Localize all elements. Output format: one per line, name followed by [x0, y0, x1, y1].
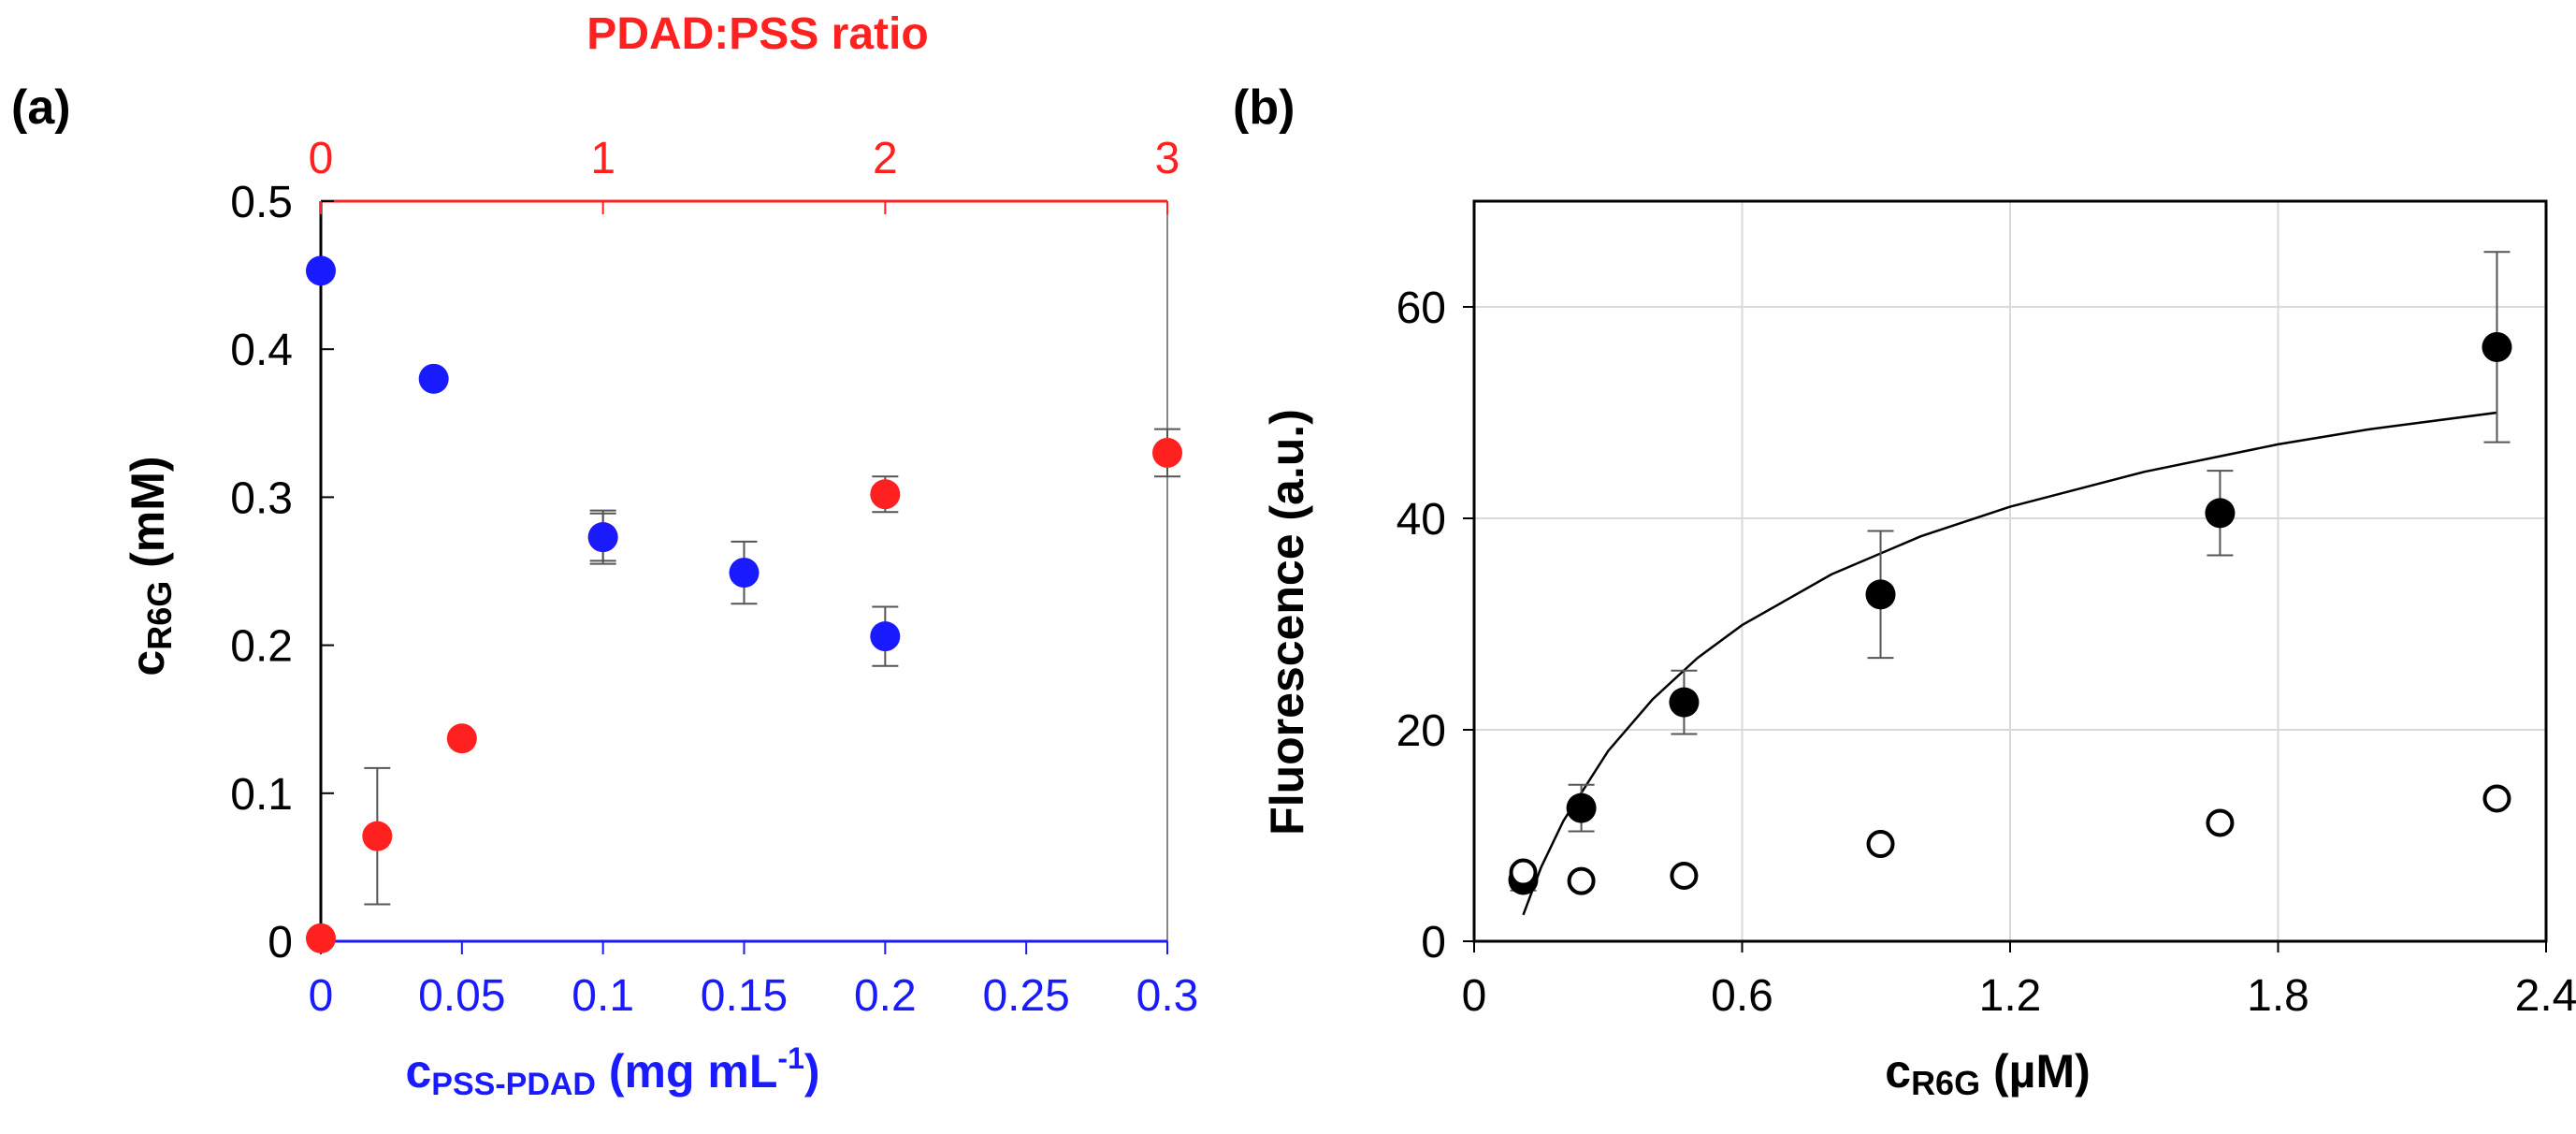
panel-a-bottom-tick-label: 0.15 — [701, 971, 788, 1021]
panel-a-top-tick-label: 3 — [1155, 134, 1180, 183]
panel-b-point-open — [1509, 858, 1538, 887]
panel-a-point-red — [870, 479, 901, 510]
panel-b-point-filled — [2205, 498, 2236, 529]
panel-a-point-red — [446, 723, 477, 754]
panel-b-point-open — [1866, 830, 1895, 859]
panel-b-y-tick-label: 20 — [1397, 706, 1446, 756]
panel-b-x-tick-label: 1.8 — [2247, 971, 2309, 1021]
panel-a-y-tick-label: 0.4 — [230, 326, 293, 375]
panel-b-x-tick-label: 2.4 — [2515, 971, 2576, 1021]
panel-a-point-blue — [587, 522, 618, 553]
panel-a-y-tick-label: 0.5 — [230, 178, 293, 227]
panel-a-bottom-tick-label: 0 — [309, 971, 334, 1021]
panel-a-top-axis-label: PDAD:PSS ratio — [586, 9, 928, 59]
panel-a-top-tick-label: 0 — [309, 134, 334, 183]
panel-a-top-tick-label: 2 — [873, 134, 898, 183]
panel-b-marks: 0 0.6 1.2 1.8 2.4 0 20 40 60 — [1397, 199, 2576, 1021]
panel-b-point-filled — [2482, 331, 2512, 362]
panel-b-point-filled — [1865, 579, 1896, 610]
panel-b-point-filled — [1669, 687, 1700, 718]
panel-a-marks: 0 0.1 0.2 0.3 0.4 0.5 0 0.05 0.1 0.15 0.2 0.25 0.3 0 1… — [230, 134, 1198, 1021]
panel-b-y-tick-label: 60 — [1397, 284, 1446, 333]
panel-a-point-red — [362, 821, 393, 851]
panel-a-point-red — [306, 923, 336, 953]
panel-b-y-tick-label: 0 — [1421, 918, 1446, 967]
panel-b-y-axis-label: Fluorescence (a.u.) — [1261, 409, 1313, 836]
panel-b-label: (b) — [1233, 80, 1295, 135]
panel-a-top-tick-label: 1 — [590, 134, 615, 183]
panel-b-x-tick-label: 0 — [1462, 971, 1487, 1021]
panel-b-x-axis-label: cR6G (µM) — [1885, 1045, 2091, 1102]
panel-a-y-tick-label: 0.2 — [230, 622, 293, 672]
panel-b-point-open — [1567, 866, 1596, 895]
panel-a-bottom-axis-label: cPSS-PDAD (mg mL-1) — [405, 1041, 819, 1102]
panel-b-y-tick-label: 40 — [1397, 495, 1446, 545]
panel-a-y-axis-label: cR6G (mM) — [122, 456, 179, 676]
panel-a-point-red — [1152, 437, 1182, 468]
panel-a-point-blue — [729, 558, 760, 589]
panel-b-chart: Fluorescence (a.u.) cR6G (µM) 0 0.6 1.2 1.8… — [1261, 199, 2576, 1102]
panel-a-y-tick-label: 0.3 — [230, 473, 293, 523]
panel-b-point-open — [2482, 784, 2511, 813]
panel-b-x-tick-label: 0.6 — [1711, 971, 1773, 1021]
panel-a-point-blue — [306, 255, 336, 286]
panel-b-x-tick-label: 1.2 — [1979, 971, 2042, 1021]
panel-a-label: (a) — [11, 80, 71, 135]
panel-a-point-blue — [418, 363, 449, 394]
panel-a-bottom-tick-label: 0.05 — [418, 971, 505, 1021]
panel-a-bottom-tick-label: 0.25 — [982, 971, 1069, 1021]
panel-a-bottom-tick-label: 0.1 — [572, 971, 634, 1021]
panel-a-y-tick-label: 0.1 — [230, 770, 293, 820]
panel-a-bottom-tick-label: 0.3 — [1136, 971, 1199, 1021]
panel-a-y-tick-label: 0 — [268, 918, 293, 967]
panel-a-chart: PDAD:PSS ratio cR6G (mM) cPSS-PDAD (mg m… — [122, 9, 1198, 1102]
panel-b-point-open — [2206, 808, 2235, 837]
panel-a-bottom-tick-label: 0.2 — [854, 971, 917, 1021]
panel-b-point-open — [1670, 861, 1699, 890]
panel-b-point-filled — [1566, 792, 1597, 823]
panel-a-point-blue — [870, 621, 901, 652]
